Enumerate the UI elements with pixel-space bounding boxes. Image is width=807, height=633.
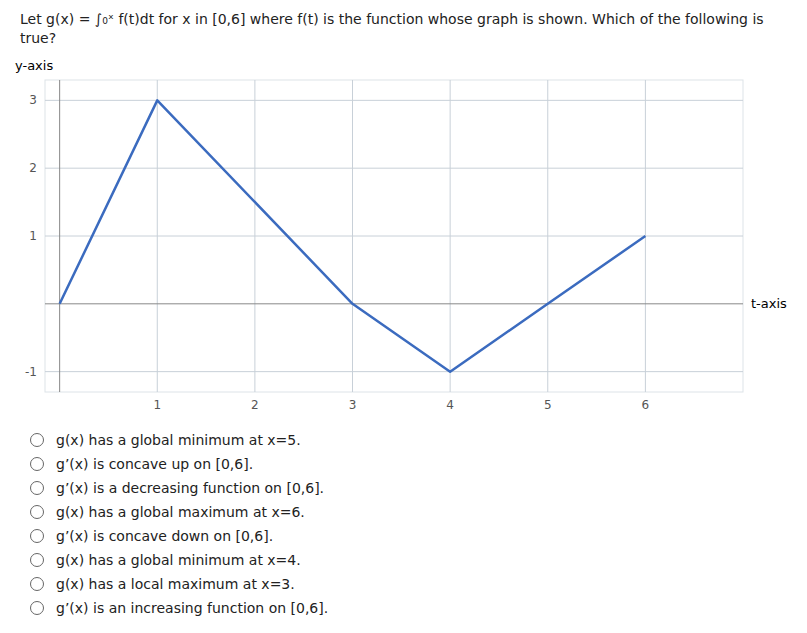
function-line bbox=[60, 100, 646, 371]
title: Let g(x) = ∫₀ˣ f(t)dt for x in [0,6] whe… bbox=[20, 10, 787, 48]
plot-area bbox=[60, 100, 646, 371]
radio-circle bbox=[30, 529, 44, 543]
choice-text: g’(x) is a decreasing function on [0,6]. bbox=[56, 480, 324, 496]
choice-text: g(x) has a global maximum at x=6. bbox=[56, 504, 305, 520]
y-tick-label: 3 bbox=[29, 93, 37, 107]
choices: g(x) has a global minimum at x=5. g’(x) i… bbox=[30, 428, 790, 620]
x-tick-label: 4 bbox=[446, 398, 454, 412]
grid-line-y bbox=[45, 168, 743, 169]
radio-circle bbox=[30, 577, 44, 591]
radio-circle bbox=[30, 553, 44, 567]
choice: g’(x) is a decreasing function on [0,6]. bbox=[30, 476, 790, 500]
radio-circle bbox=[30, 481, 44, 495]
choice: g(x) has a global maximum at x=6. bbox=[30, 500, 790, 524]
x-tick-label: 6 bbox=[642, 398, 650, 412]
choice-text: g(x) has a global minimum at x=5. bbox=[56, 432, 301, 448]
choice-text: g(x) has a global minimum at x=4. bbox=[56, 552, 301, 568]
choice: g(x) has a global minimum at x=5. bbox=[30, 428, 790, 452]
x-tick-label: 5 bbox=[544, 398, 552, 412]
choice: g’(x) is an increasing function on [0,6]… bbox=[30, 596, 790, 620]
y-tick-label: 2 bbox=[29, 161, 37, 175]
choice-text: g’(x) is an increasing function on [0,6]… bbox=[56, 600, 328, 616]
y-tick-label: -1 bbox=[25, 365, 37, 379]
radio-circle bbox=[30, 457, 44, 471]
choice-text: g’(x) is concave up on [0,6]. bbox=[56, 456, 253, 472]
x-tick-label: 3 bbox=[349, 398, 357, 412]
grid-line-y bbox=[45, 371, 743, 372]
radio-circle bbox=[30, 601, 44, 615]
chart: 1 2 3 4 5 6 -1 1 2 3 y-axis t-axis bbox=[0, 50, 807, 420]
choice: g’(x) is concave up on [0,6]. bbox=[30, 452, 790, 476]
plot-frame bbox=[45, 80, 743, 392]
choice: g’(x) is concave down on [0,6]. bbox=[30, 524, 790, 548]
x-tick-label: 1 bbox=[153, 398, 161, 412]
x-axis-label: t-axis bbox=[751, 296, 787, 311]
grid-line-y bbox=[45, 236, 743, 237]
choice: g(x) has a local maximum at x=3. bbox=[30, 572, 790, 596]
choice-text: g’(x) is concave down on [0,6]. bbox=[56, 528, 273, 544]
y-axis-label: y-axis bbox=[15, 58, 53, 73]
choice: g(x) has a global minimum at x=4. bbox=[30, 548, 790, 572]
x-tick-label: 2 bbox=[251, 398, 259, 412]
radio-circle bbox=[30, 433, 44, 447]
radio-circle bbox=[30, 505, 44, 519]
choice-text: g(x) has a local maximum at x=3. bbox=[56, 576, 295, 592]
y-axis-line bbox=[59, 80, 60, 392]
y-tick-label: 1 bbox=[29, 229, 37, 243]
x-axis-line bbox=[45, 303, 743, 304]
grid-line-y bbox=[45, 100, 743, 101]
